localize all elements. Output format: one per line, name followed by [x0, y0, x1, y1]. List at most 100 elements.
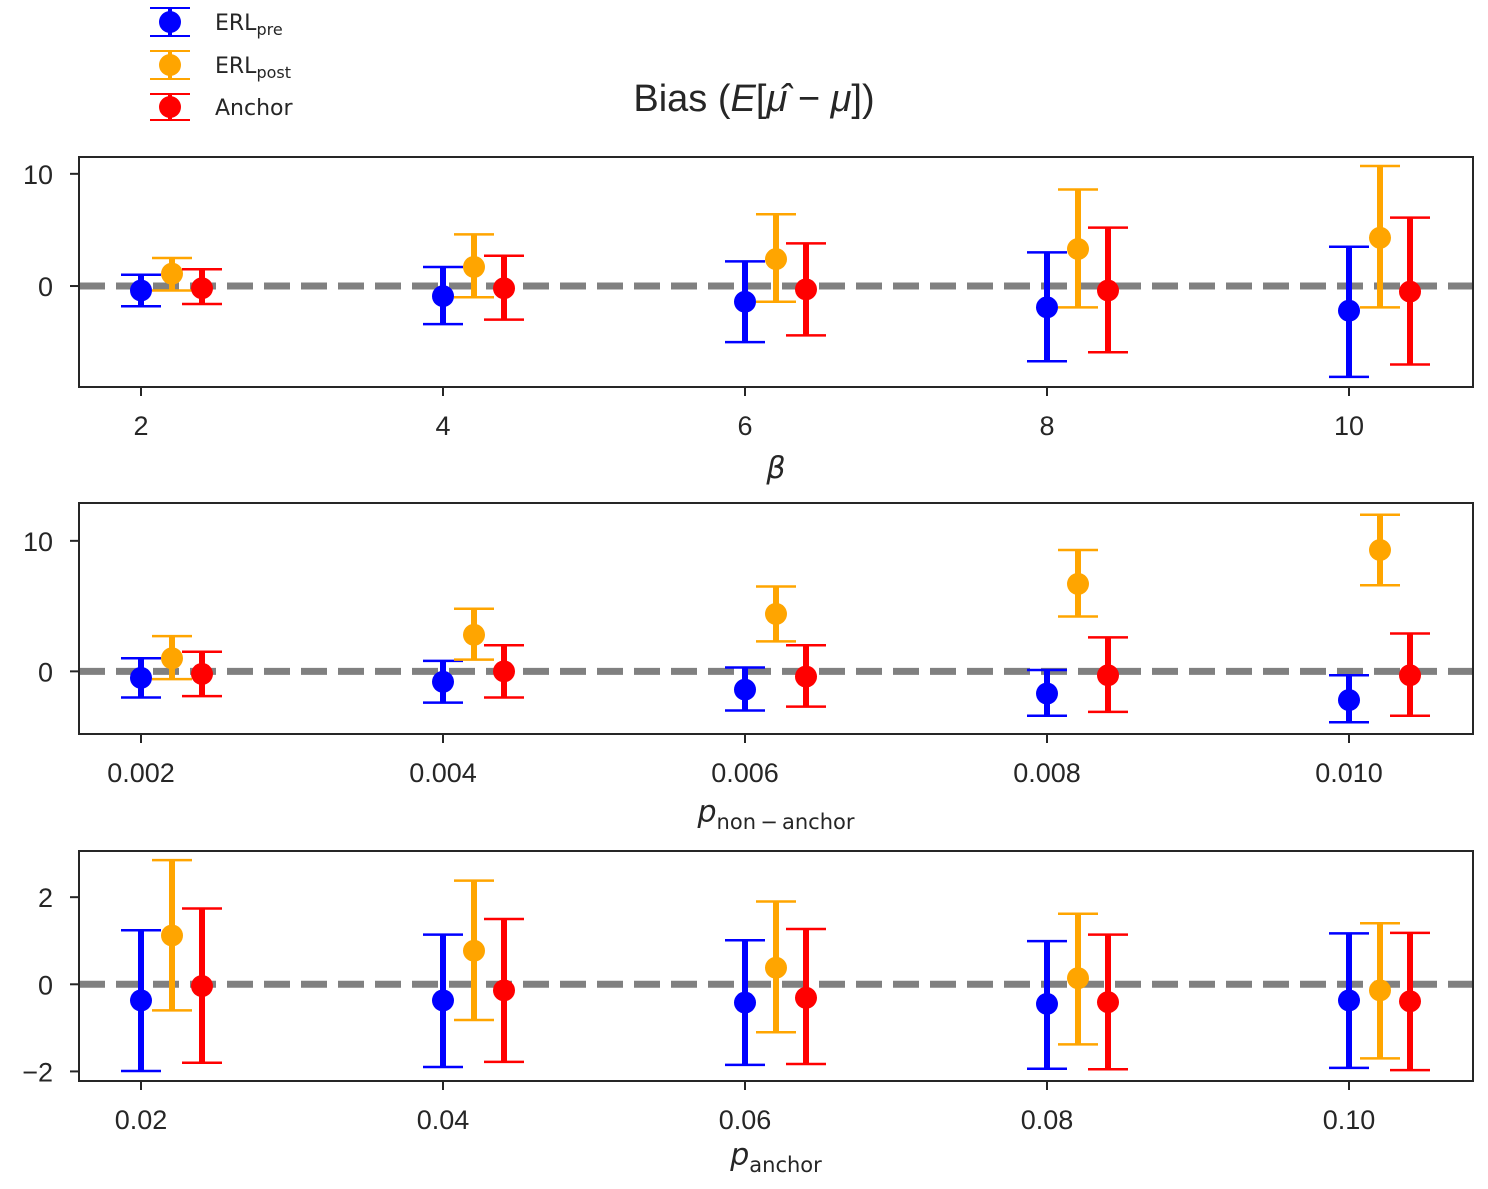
x-axis-label-sub: non − anchor [717, 810, 855, 834]
errorbar-erl-post [1360, 164, 1400, 309]
data-point-anchor [191, 975, 213, 998]
x-tick-label: 8 [1039, 411, 1054, 441]
errorbar-erl-pre [423, 659, 463, 704]
chart-title: Bias (E[μ̂ − μ]) [633, 78, 874, 120]
panel-beta: 2 4 6 8 10 0 10 β [23, 156, 1474, 486]
data-point-erl-post [1067, 967, 1089, 990]
x-tick-label: 0.006 [711, 758, 779, 788]
data-point-erl-pre [1036, 682, 1058, 705]
x-tick-label: 0.002 [107, 758, 175, 788]
legend-label-anchor: Anchor [215, 96, 293, 121]
errorbar-anchor [484, 644, 524, 699]
data-point-erl-post [765, 602, 787, 625]
data-point-anchor [1399, 990, 1421, 1013]
errorbar-anchor [786, 242, 826, 337]
errorbar-erl-post [1058, 188, 1098, 309]
x-tick-label: 0.10 [1323, 1105, 1376, 1135]
data-point-erl-post [1067, 238, 1089, 260]
errorbar-erl-pre [423, 265, 463, 326]
errorbar-erl-post [454, 607, 494, 661]
x-axis-label: pnon − anchor [696, 795, 854, 834]
data-point-erl-pre [1036, 992, 1058, 1015]
x-tick-label: 0.04 [417, 1105, 470, 1135]
data-point-erl-pre [734, 290, 756, 313]
errorbar-anchor [1088, 226, 1128, 354]
data-point-erl-post [161, 262, 183, 285]
errorbar-erl-pre [121, 929, 161, 1073]
errorbar-erl-post [152, 256, 192, 292]
data-point-erl-post [1369, 979, 1391, 1002]
errorbar-erl-post [1058, 548, 1098, 618]
data-point-erl-pre [432, 670, 454, 693]
data-point-anchor [795, 665, 817, 688]
errorbar-anchor [484, 917, 524, 1064]
axes-frame [78, 850, 1474, 1082]
panel-p-anchor: 0.02 0.04 0.06 0.08 0.10 −2 0 2 panchor [22, 850, 1474, 1177]
data-point-erl-pre [130, 279, 152, 302]
errorbar-erl-post [1058, 912, 1098, 1046]
data-point-erl-pre [1036, 296, 1058, 319]
errorbar-erl-pre [725, 939, 765, 1067]
data-point-erl-pre [432, 285, 454, 308]
panel-p-non-anchor: 0.002 0.004 0.006 0.008 0.010 0 10 pnon − ancho… [23, 502, 1474, 834]
errorbar-erl-pre [1027, 668, 1067, 717]
legend-label-erl-post: ERLpost [215, 54, 291, 82]
errorbar-anchor [786, 927, 826, 1066]
errorbar-anchor [1088, 636, 1128, 714]
legend-marker-dot [159, 96, 181, 118]
errorbar-erl-post [756, 585, 796, 643]
errorbar-erl-pre [423, 933, 463, 1069]
x-axis-label: panchor [729, 1138, 822, 1177]
errorbar-erl-pre [725, 260, 765, 344]
x-tick-label: 4 [435, 411, 450, 441]
data-point-erl-post [463, 623, 485, 646]
y-tick-label: 2 [38, 883, 53, 913]
errorbar-erl-pre [121, 657, 161, 699]
errorbar-anchor [1088, 933, 1128, 1071]
y-tick-label: 10 [23, 160, 53, 190]
errorbar-erl-post [152, 858, 192, 1012]
axes-frame [78, 502, 1474, 735]
x-axis-label-main: p [729, 1138, 749, 1173]
data-point-anchor [795, 986, 817, 1009]
y-tick-label: −2 [22, 1057, 53, 1087]
errorbar-erl-post [1360, 513, 1400, 587]
errorbar-erl-post [756, 900, 796, 1034]
data-point-erl-pre [1338, 299, 1360, 322]
data-point-anchor [493, 277, 515, 300]
data-point-erl-post [1067, 572, 1089, 595]
data-point-erl-pre [1338, 689, 1360, 712]
y-tick-label: 0 [38, 272, 53, 302]
errorbar-erl-pre [725, 666, 765, 712]
data-point-erl-post [1369, 538, 1391, 561]
y-tick-label: 10 [23, 527, 53, 557]
errorbar-anchor [1390, 931, 1430, 1072]
errorbar-erl-post [454, 233, 494, 299]
data-point-anchor [1399, 664, 1421, 687]
x-tick-label: 0.004 [409, 758, 477, 788]
errorbar-erl-pre [121, 273, 161, 308]
errorbar-anchor [786, 644, 826, 708]
errorbar-anchor [1390, 632, 1430, 717]
legend-marker-dot [159, 11, 181, 33]
legend: ERLpre ERLpost Anchor [150, 7, 293, 121]
legend-label-erl-pre: ERLpre [215, 11, 283, 39]
data-point-erl-post [765, 956, 787, 979]
x-axis-label-main: p [696, 795, 716, 830]
legend-entry-erl-pre: ERLpre [150, 7, 283, 39]
errorbar-anchor [182, 907, 222, 1064]
errorbar-erl-pre [1027, 939, 1067, 1071]
x-tick-label: 10 [1334, 411, 1364, 441]
y-tick-label: 0 [38, 657, 53, 687]
x-tick-label: 0.010 [1315, 758, 1383, 788]
data-point-anchor [493, 660, 515, 683]
data-point-erl-post [463, 939, 485, 962]
data-point-anchor [1097, 991, 1119, 1014]
x-tick-label: 0.008 [1013, 758, 1081, 788]
x-axis-label-sub: anchor [749, 1153, 822, 1177]
data-point-erl-post [765, 248, 787, 271]
data-point-anchor [191, 277, 213, 300]
legend-entry-erl-post: ERLpost [150, 50, 291, 82]
data-point-anchor [493, 979, 515, 1002]
